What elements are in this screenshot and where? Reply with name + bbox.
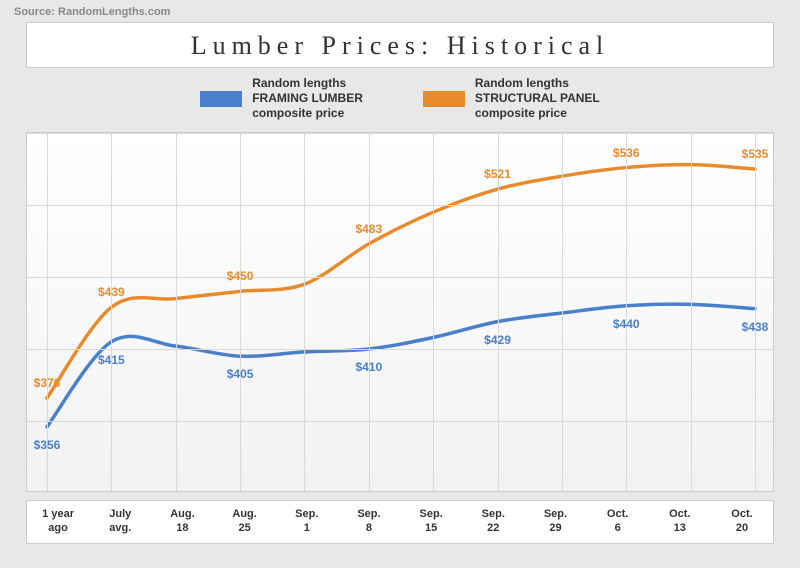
data-label-structural: $483: [355, 222, 382, 236]
data-label-framing: $438: [742, 320, 769, 334]
plot-area: $376 $439 $450 $483 $521 $536 $535 $356 $415 $405…: [26, 132, 774, 492]
data-label-structural: $521: [484, 167, 511, 181]
data-label-structural: $376: [34, 376, 61, 390]
gridline-v: [111, 133, 112, 491]
data-label-framing: $429: [484, 333, 511, 347]
gridline-v: [176, 133, 177, 491]
legend-swatch-framing: [200, 91, 242, 107]
x-tick: Julyavg.: [89, 501, 151, 543]
gridline-v: [433, 133, 434, 491]
gridline-v: [691, 133, 692, 491]
gridline-h: [27, 205, 773, 206]
gridline-h: [27, 349, 773, 350]
x-tick: Oct.20: [711, 501, 773, 543]
gridline-h: [27, 133, 773, 134]
gridline-v: [369, 133, 370, 491]
chart-container: Lumber Prices: Historical Random lengths…: [26, 22, 774, 552]
data-label-structural: $439: [98, 285, 125, 299]
legend-label-framing: Random lengths FRAMING LUMBER composite …: [252, 76, 363, 121]
x-tick: Sep.15: [400, 501, 462, 543]
legend: Random lengths FRAMING LUMBER composite …: [26, 76, 774, 121]
legend-label-structural: Random lengths STRUCTURAL PANEL composit…: [475, 76, 600, 121]
data-label-structural: $450: [227, 269, 254, 283]
data-label-framing: $415: [98, 353, 125, 367]
chart-title: Lumber Prices: Historical: [26, 22, 774, 68]
data-label-framing: $410: [355, 360, 382, 374]
gridline-v: [755, 133, 756, 491]
x-tick: Sep.22: [462, 501, 524, 543]
x-tick: Aug.18: [151, 501, 213, 543]
x-tick: Oct.6: [587, 501, 649, 543]
series-line-framing: [47, 304, 755, 427]
data-label-structural: $535: [742, 147, 769, 161]
source-text: Source: RandomLengths.com: [14, 6, 170, 18]
gridline-v: [562, 133, 563, 491]
gridline-h: [27, 277, 773, 278]
x-tick: 1 yearago: [27, 501, 89, 543]
data-label-framing: $405: [227, 367, 254, 381]
plot-svg: [27, 133, 775, 493]
x-axis: 1 yearagoJulyavg.Aug.18Aug.25Sep.1Sep.8S…: [26, 500, 774, 544]
legend-item-framing: Random lengths FRAMING LUMBER composite …: [200, 76, 363, 121]
x-tick: Sep.29: [524, 501, 586, 543]
gridline-v: [240, 133, 241, 491]
data-label-structural: $536: [613, 146, 640, 160]
gridline-v: [304, 133, 305, 491]
x-tick: Oct.13: [649, 501, 711, 543]
gridline-v: [626, 133, 627, 491]
gridline-h: [27, 421, 773, 422]
x-tick: Sep.1: [276, 501, 338, 543]
data-label-framing: $440: [613, 317, 640, 331]
legend-swatch-structural: [423, 91, 465, 107]
gridline-v: [498, 133, 499, 491]
x-tick: Aug.25: [214, 501, 276, 543]
legend-item-structural: Random lengths STRUCTURAL PANEL composit…: [423, 76, 600, 121]
data-label-framing: $356: [34, 438, 61, 452]
series-line-structural: [47, 165, 755, 398]
x-tick: Sep.8: [338, 501, 400, 543]
